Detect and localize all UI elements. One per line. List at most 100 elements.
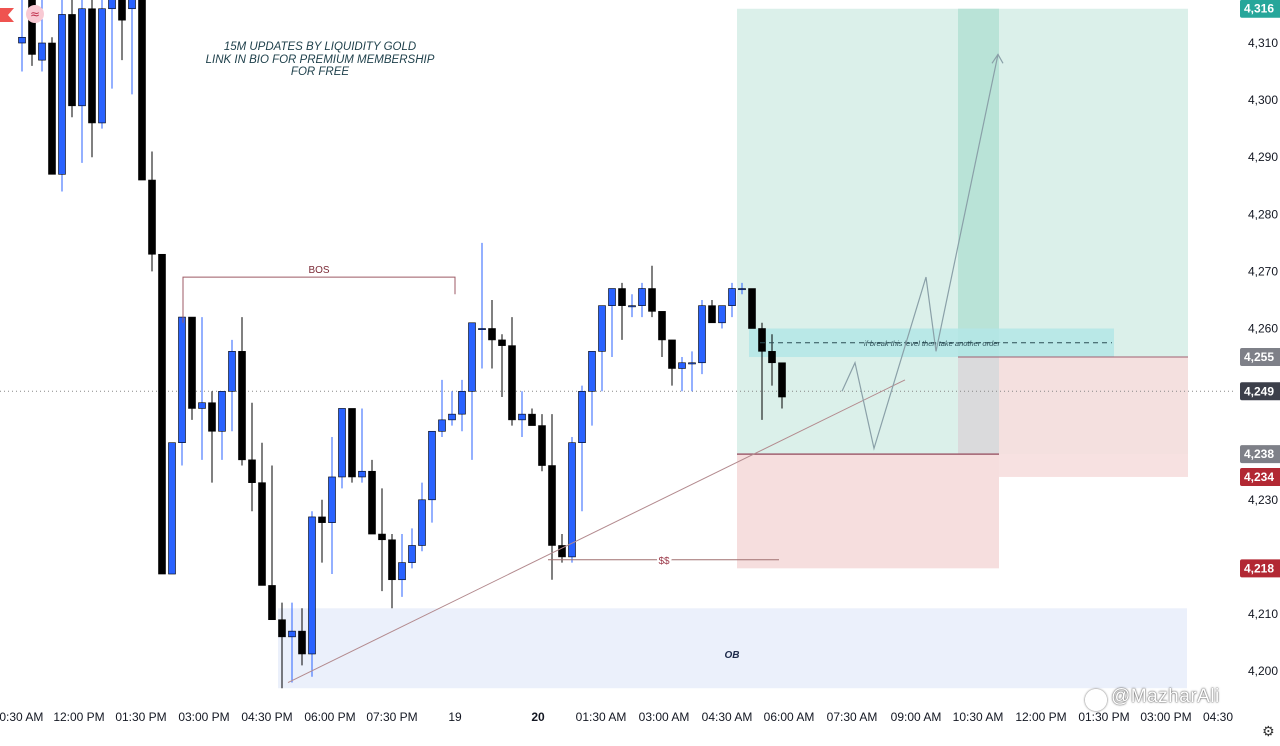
candle-body: [398, 562, 406, 581]
y-axis-tick: 4,280: [1248, 207, 1278, 221]
candle-body: [538, 425, 546, 466]
candle-body: [498, 339, 506, 346]
annotations-layer: BOS $$ OB if break this level then take ano…: [182, 53, 1112, 683]
candle: [738, 282, 746, 295]
price-tag: 4,255: [1240, 348, 1280, 367]
x-axis-tick: 07:30 AM: [827, 710, 878, 724]
price-tag: 4,316: [1240, 0, 1280, 18]
candle-body: [328, 476, 336, 523]
candle: [548, 414, 556, 580]
candle-body: [148, 179, 156, 255]
candle-body: [698, 305, 706, 364]
candle: [378, 488, 386, 592]
candle-body: [568, 442, 576, 558]
candle-body: [238, 351, 246, 461]
x-axis-tick: 10:30 AM: [953, 710, 1004, 724]
candle-body: [628, 305, 636, 308]
candle-body: [618, 288, 626, 306]
candle: [298, 608, 306, 666]
candle-body: [638, 288, 646, 306]
candle: [338, 408, 346, 489]
candle-body: [288, 630, 296, 638]
candle-body: [548, 465, 556, 546]
price-tag: 4,218: [1240, 559, 1280, 578]
candle-body: [188, 316, 196, 409]
candle-body: [158, 253, 166, 575]
candle: [168, 442, 176, 575]
break-level-note: if break this level then take another or…: [864, 339, 1000, 348]
price-tag-label: 4,218: [1244, 561, 1274, 575]
candle-body: [48, 42, 56, 175]
candles-layer: [18, 0, 786, 689]
x-axis-tick: 09:00 AM: [891, 710, 942, 724]
candle-body: [468, 322, 476, 392]
price-tag-bg: [1240, 467, 1280, 486]
candle: [668, 339, 676, 386]
y-axis-tick: 4,210: [1248, 607, 1278, 621]
candle: [348, 408, 356, 483]
x-axis-tick: 04:30 AM: [702, 710, 753, 724]
candle: [588, 351, 596, 426]
candle: [518, 391, 526, 437]
candle-body: [728, 288, 736, 306]
candle-body: [228, 351, 236, 392]
candle: [528, 408, 536, 426]
watermark-text: @MazharAli: [1111, 686, 1220, 707]
stop-loss-zone: [737, 454, 999, 569]
candle: [188, 316, 196, 420]
y-axis-tick: 4,230: [1248, 493, 1278, 507]
zones-layer: [278, 8, 1188, 689]
candle: [368, 459, 376, 535]
bos-label: BOS: [308, 265, 329, 276]
x-axis-tick: 03:00 PM: [178, 710, 229, 724]
candle: [28, 0, 36, 66]
candle: [388, 534, 396, 609]
candle: [648, 265, 656, 318]
candle: [758, 322, 766, 420]
candle: [778, 362, 786, 409]
header-note-line-2: LINK IN BIO FOR PREMIUM MEMBERSHIP: [205, 53, 435, 66]
order-block-label: OB: [725, 650, 740, 661]
candle-body: [598, 305, 606, 352]
candle: [258, 442, 266, 586]
candle: [158, 253, 166, 575]
candle: [428, 430, 436, 523]
price-tag-bg: [1240, 382, 1280, 401]
candle: [358, 408, 366, 483]
flag-icon[interactable]: [0, 8, 14, 22]
candle-body: [38, 42, 46, 61]
candle-body: [348, 408, 356, 478]
candle: [148, 151, 156, 272]
bos-line: [182, 276, 456, 323]
settings-gear-icon[interactable]: ⚙: [1262, 724, 1275, 740]
candle: [708, 299, 716, 324]
candle-body: [508, 345, 516, 421]
approx-icon[interactable]: ≈: [26, 5, 44, 23]
candle: [698, 299, 706, 375]
candle: [488, 299, 496, 369]
candle: [248, 402, 256, 512]
candle-body: [168, 442, 176, 575]
x-axis-tick: 01:30 AM: [576, 710, 627, 724]
x-axis-tick: 01:30 PM: [1078, 710, 1129, 724]
header-note-line-1: 15M UPDATES BY LIQUIDITY GOLD: [223, 41, 417, 53]
candle: [448, 391, 456, 426]
candle: [268, 465, 276, 621]
x-axis-tick: 20: [531, 710, 545, 724]
candle-body: [708, 305, 716, 324]
candle-body: [578, 391, 586, 443]
candle: [688, 351, 696, 392]
candle: [58, 0, 66, 192]
candle: [328, 436, 336, 575]
candle: [318, 499, 326, 563]
candle-body: [528, 413, 536, 426]
candle-body: [608, 288, 616, 306]
candle: [418, 482, 426, 552]
candle: [458, 379, 466, 432]
header-note: 15M UPDATES BY LIQUIDITY GOLD LINK IN BI…: [190, 41, 450, 79]
candle-body: [28, 0, 36, 55]
candle-body: [558, 545, 566, 558]
x-axis-tick: 03:00 PM: [1140, 710, 1191, 724]
